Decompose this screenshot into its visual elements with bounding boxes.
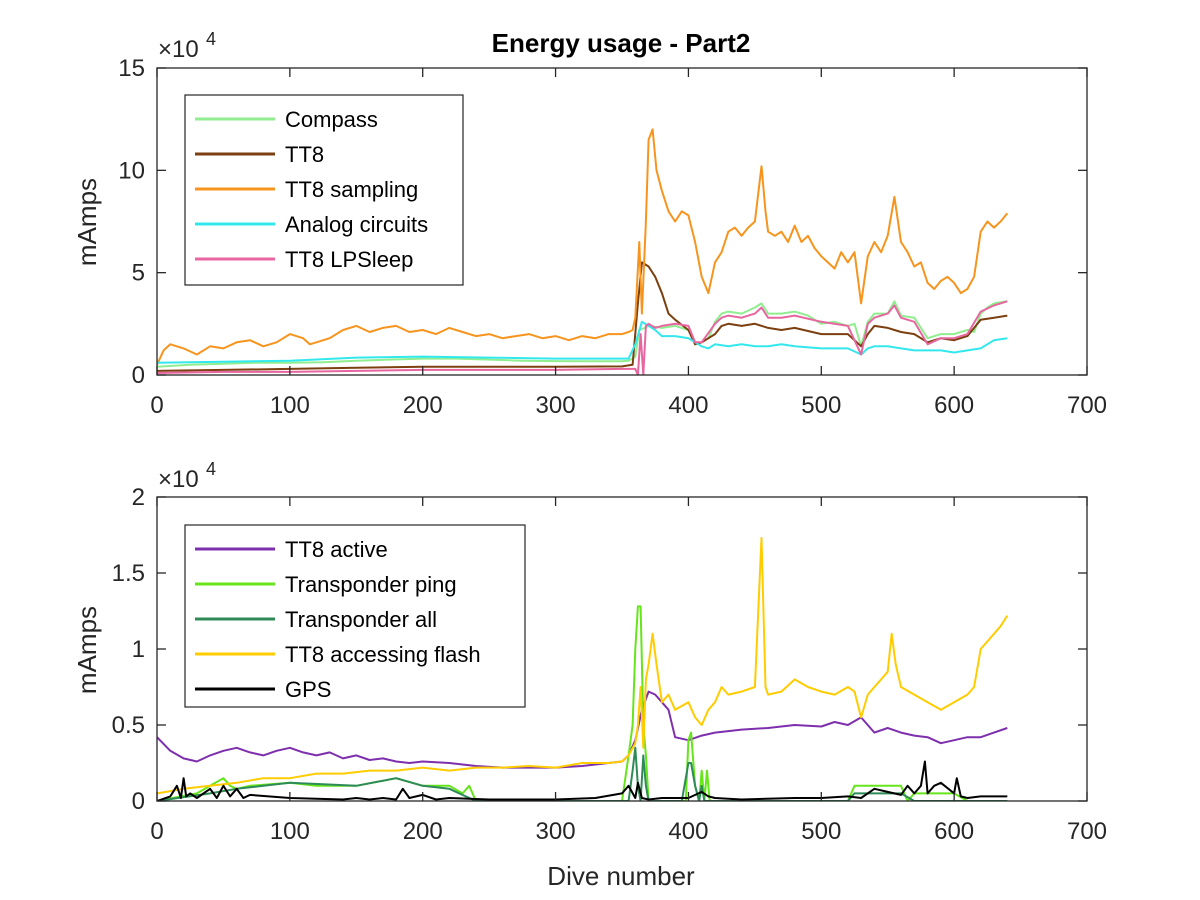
bottom-legend-label: Transponder all bbox=[285, 607, 437, 632]
top-y-tick-label: 0 bbox=[132, 362, 145, 389]
top-x-tick-label: 400 bbox=[668, 392, 708, 419]
top-x-tick-label: 200 bbox=[403, 392, 443, 419]
top-legend-label: TT8 LPSleep bbox=[285, 247, 413, 272]
bottom-exponent-base: ×10 bbox=[158, 466, 199, 493]
bottom-y-tick-label: 0.5 bbox=[112, 712, 145, 739]
bottom-legend: TT8 active Transponder ping Transponder al… bbox=[184, 524, 526, 708]
bottom-y-tick-label: 1 bbox=[132, 636, 145, 663]
bottom-subplot: 0 100 200 300 400 500 600 700 0 0.5 1 1.5 2 ×10 4 mA… bbox=[72, 459, 1107, 891]
top-y-axis-label: mAmps bbox=[72, 178, 102, 266]
bottom-x-tick-label: 500 bbox=[801, 818, 841, 845]
bottom-legend-label: TT8 active bbox=[285, 537, 388, 562]
top-x-tick-label: 100 bbox=[270, 392, 310, 419]
top-exponent-power: 4 bbox=[206, 29, 216, 49]
top-series-line-tt8-sampling bbox=[157, 128, 1009, 366]
top-y-exponent: ×10 4 bbox=[158, 29, 216, 63]
bottom-x-tick-label: 400 bbox=[668, 818, 708, 845]
top-x-tick-label: 600 bbox=[934, 392, 974, 419]
top-axes: 0 100 200 300 400 500 600 700 0 5 10 15 bbox=[118, 55, 1107, 419]
top-exponent-base: ×10 bbox=[158, 36, 199, 63]
bottom-legend-box bbox=[184, 524, 526, 708]
bottom-y-tick-label: 2 bbox=[132, 484, 145, 511]
bottom-x-tick-label: 100 bbox=[270, 818, 310, 845]
bottom-x-tick-label: 300 bbox=[536, 818, 576, 845]
bottom-plot-area bbox=[157, 537, 1009, 801]
top-x-tick-label: 700 bbox=[1067, 392, 1107, 419]
bottom-legend-label: Transponder ping bbox=[285, 572, 457, 597]
bottom-x-tick-label: 600 bbox=[934, 818, 974, 845]
top-series-line-compass bbox=[157, 300, 1008, 368]
top-y-tick-label: 15 bbox=[118, 55, 145, 82]
bottom-y-axis-label: mAmps bbox=[72, 606, 102, 694]
x-axis-label: Dive number bbox=[547, 861, 695, 891]
bottom-y-tick-label: 1.5 bbox=[112, 560, 145, 587]
top-x-tick-label: 500 bbox=[801, 392, 841, 419]
bottom-exponent-power: 4 bbox=[206, 459, 216, 479]
bottom-y-exponent: ×10 4 bbox=[158, 459, 216, 493]
top-series-line-tt8 bbox=[157, 261, 1008, 372]
bottom-x-tick-label: 0 bbox=[150, 818, 163, 845]
top-y-tick-label: 10 bbox=[118, 157, 145, 184]
bottom-series-line-transponder-all bbox=[157, 746, 1008, 801]
top-x-tick-label: 0 bbox=[150, 392, 163, 419]
top-legend-label: Analog circuits bbox=[285, 212, 428, 237]
top-legend-label: TT8 bbox=[285, 142, 324, 167]
bottom-legend-label: TT8 accessing flash bbox=[285, 642, 481, 667]
top-plot-area bbox=[157, 128, 1009, 375]
bottom-y-tick-label: 0 bbox=[132, 788, 145, 815]
bottom-series-line-gps bbox=[157, 760, 1008, 801]
top-axes-box bbox=[156, 67, 1088, 376]
bottom-series-line-tt8-accessing-flash bbox=[157, 537, 1009, 795]
top-x-tick-label: 300 bbox=[536, 392, 576, 419]
bottom-legend-label: GPS bbox=[285, 677, 331, 702]
bottom-axes: 0 100 200 300 400 500 600 700 0 0.5 1 1.5 2 bbox=[112, 484, 1107, 845]
chart-title: Energy usage - Part2 bbox=[492, 28, 751, 58]
bottom-x-tick-label: 200 bbox=[403, 818, 443, 845]
bottom-x-tick-label: 700 bbox=[1067, 818, 1107, 845]
top-y-tick-label: 5 bbox=[132, 260, 145, 287]
top-series-line-tt8-lpsleep bbox=[157, 300, 1008, 375]
top-subplot: Energy usage - Part2 0 100 200 300 400 500 600… bbox=[72, 28, 1107, 419]
top-legend: Compass TT8 TT8 sampling Analog circuits TT8… bbox=[184, 94, 464, 286]
top-series-line-analog-circuits bbox=[157, 320, 1008, 364]
top-legend-label: Compass bbox=[285, 107, 378, 132]
top-legend-label: TT8 sampling bbox=[285, 177, 418, 202]
